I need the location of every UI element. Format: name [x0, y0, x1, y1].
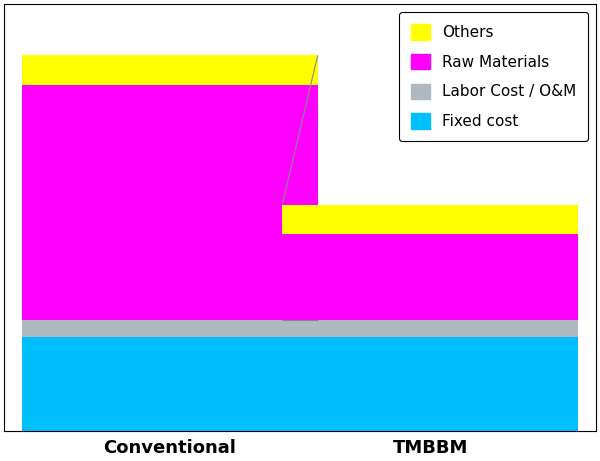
Legend: Others, Raw Materials, Labor Cost / O&M, Fixed cost: Others, Raw Materials, Labor Cost / O&M,…: [399, 12, 588, 142]
Bar: [22, 337, 318, 431]
Bar: [282, 319, 578, 337]
Bar: [22, 85, 318, 319]
Bar: [22, 55, 318, 85]
Bar: [282, 234, 578, 319]
Bar: [282, 205, 578, 234]
Bar: [282, 337, 578, 431]
Bar: [22, 319, 318, 337]
